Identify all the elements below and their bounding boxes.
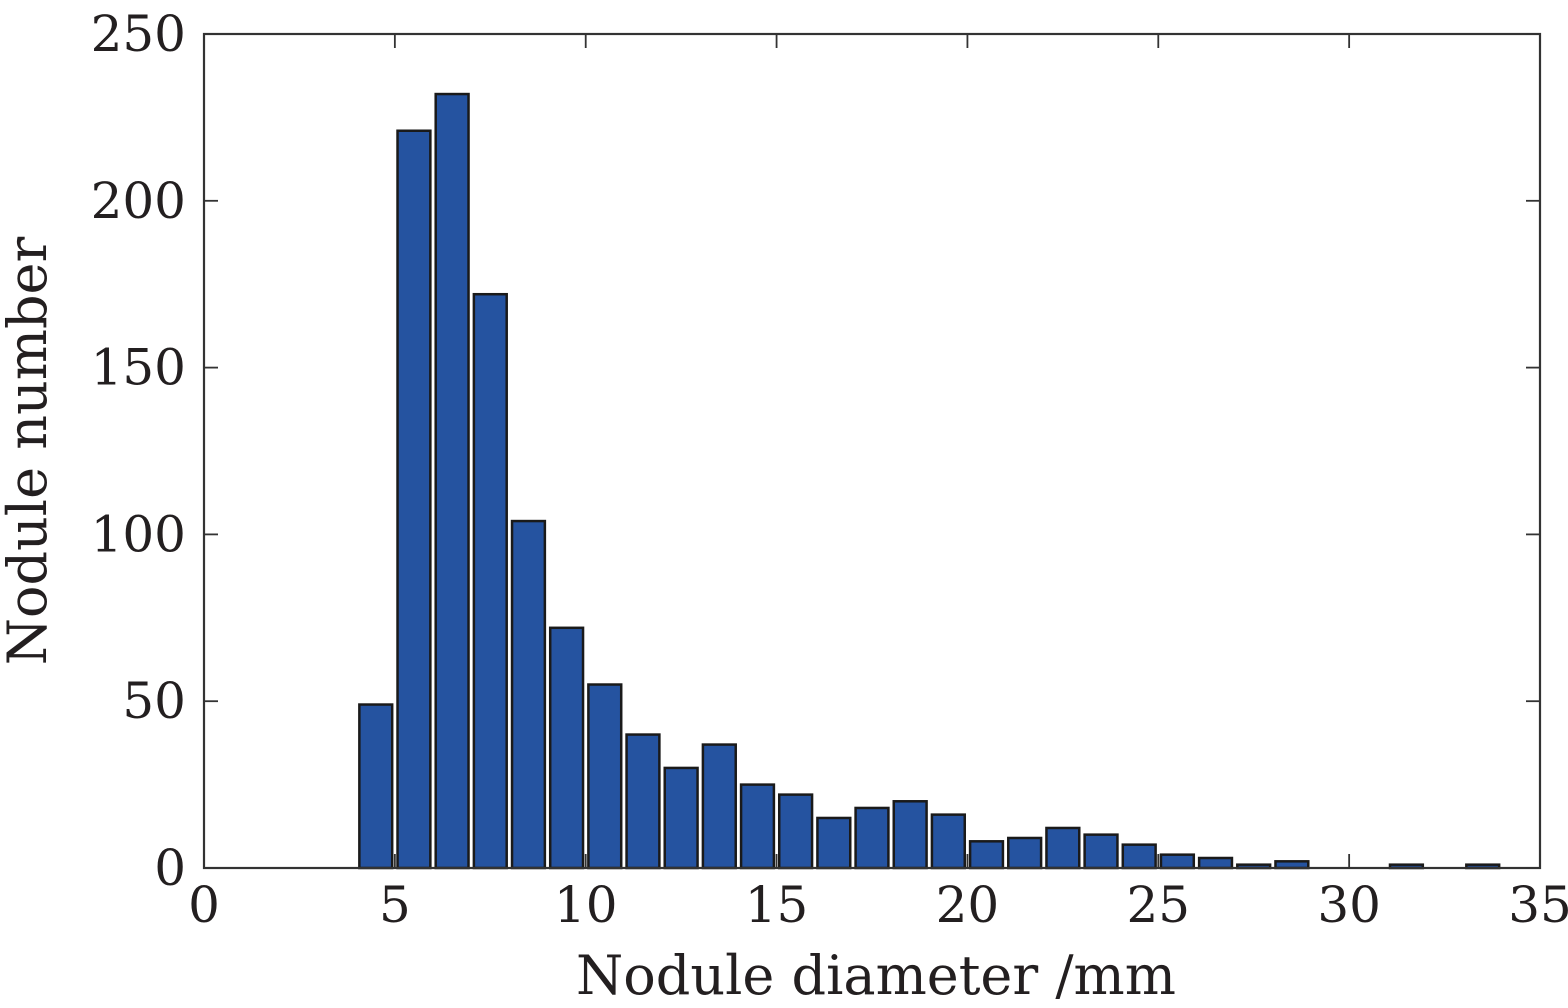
bar bbox=[739, 783, 776, 870]
y-tick-label: 100 bbox=[91, 505, 186, 563]
bars-group bbox=[358, 92, 1501, 870]
bar bbox=[1197, 856, 1234, 870]
bar bbox=[472, 292, 508, 870]
x-tick-label: 10 bbox=[554, 876, 618, 934]
x-axis-title: Nodule diameter /mm bbox=[576, 944, 1176, 1007]
y-axis: 0 50 100 150 200 250 bbox=[91, 5, 1540, 897]
y-tick-label: 150 bbox=[91, 339, 186, 397]
x-tick-label: 25 bbox=[1126, 876, 1190, 934]
x-axis: 0 5 10 15 20 25 30 35 bbox=[188, 34, 1568, 934]
bar bbox=[663, 766, 699, 870]
y-tick-label: 50 bbox=[122, 672, 186, 730]
y-tick-label: 200 bbox=[91, 172, 186, 230]
bar bbox=[358, 703, 394, 870]
bar bbox=[892, 800, 928, 870]
bar bbox=[816, 816, 852, 870]
x-tick-label: 35 bbox=[1508, 876, 1568, 934]
plot-frame bbox=[202, 32, 1542, 870]
x-tick-label: 30 bbox=[1317, 876, 1381, 934]
y-axis-title: Nodule number bbox=[0, 237, 59, 666]
bar bbox=[777, 793, 814, 870]
x-tick-label: 0 bbox=[188, 876, 220, 934]
bar bbox=[968, 840, 1005, 870]
bar bbox=[1121, 843, 1157, 870]
x-tick-label: 20 bbox=[936, 876, 1000, 934]
bar bbox=[1159, 853, 1196, 870]
bar bbox=[1007, 836, 1043, 870]
bar bbox=[510, 519, 547, 870]
y-tick-label: 0 bbox=[154, 839, 186, 897]
x-tick-label: 15 bbox=[745, 876, 809, 934]
bar bbox=[1083, 833, 1119, 870]
bar bbox=[625, 733, 661, 870]
bar bbox=[434, 92, 470, 870]
bar bbox=[1045, 826, 1081, 870]
bar bbox=[548, 626, 585, 870]
x-tick-label: 5 bbox=[379, 876, 411, 934]
bar bbox=[587, 683, 623, 870]
bar bbox=[930, 813, 967, 870]
bar bbox=[854, 806, 890, 870]
bar bbox=[396, 129, 432, 870]
y-tick-label: 250 bbox=[91, 5, 186, 63]
bar bbox=[701, 743, 737, 870]
